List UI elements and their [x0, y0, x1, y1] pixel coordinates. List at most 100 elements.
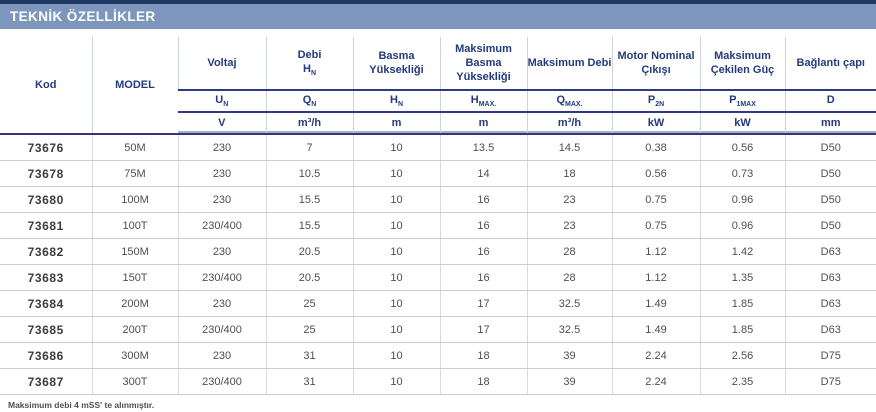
unit-cell: kW — [611, 112, 700, 134]
specs-table: Kod MODEL Voltaj Debi HN Basma Yüksekliğ… — [0, 37, 876, 395]
table-cell: D63 — [784, 290, 876, 317]
col-header-voltaj: Voltaj — [177, 37, 266, 90]
table-cell: 150T — [91, 264, 178, 291]
kod-cell: 73676 — [0, 133, 92, 161]
section-header-bar: TEKNİK ÖZELLİKLER — [0, 0, 876, 29]
symbol-sub: 1MAX — [736, 101, 756, 109]
table-cell: 50M — [91, 133, 178, 161]
table-cell: 10 — [352, 160, 440, 187]
table-cell: 0.38 — [611, 133, 700, 161]
symbol-sub: N — [310, 70, 316, 78]
symbol-sub: MAX. — [478, 101, 497, 109]
table-cell: 28 — [526, 264, 612, 291]
kod-cell: 73687 — [0, 368, 92, 395]
table-cell: 2.24 — [611, 368, 700, 395]
symbol-d: D — [784, 89, 876, 113]
table-cell: 230 — [177, 160, 266, 187]
table-cell: 0.75 — [611, 186, 700, 213]
table-cell: 10 — [352, 186, 440, 213]
table-cell: 0.75 — [611, 212, 700, 239]
kod-cell: 73681 — [0, 212, 92, 239]
table-cell: 32.5 — [526, 290, 612, 317]
table-cell: 32.5 — [526, 316, 612, 343]
table-cell: 14.5 — [526, 133, 612, 161]
table-cell: 23 — [526, 212, 612, 239]
symbol-sub: MAX. — [565, 101, 583, 109]
table-cell: 20.5 — [265, 264, 353, 291]
table-cell: 10 — [352, 264, 440, 291]
table-cell: 230 — [177, 290, 266, 317]
table-cell: 10 — [352, 238, 440, 265]
table-cell: D50 — [784, 186, 876, 213]
table-row: 73683 150T 230/400 20.5 10 16 28 1.12 1.35 D63 — [0, 264, 876, 291]
table-cell: 18 — [439, 342, 527, 369]
table-cell: 1.49 — [611, 290, 700, 317]
col-header-debi-symbol: HN — [267, 62, 353, 78]
col-header-kod: Kod — [35, 78, 57, 91]
col-header-debi: Debi HN — [265, 37, 353, 90]
table-cell: D63 — [784, 238, 876, 265]
unit-cell: mm — [784, 112, 876, 134]
table-body: 73676 50M 230 7 10 13.5 14.5 0.38 0.56 D50 73678 75… — [0, 133, 876, 395]
table-cell: 10 — [352, 368, 440, 395]
table-cell: 100M — [91, 186, 178, 213]
col-header-maksimum-cekilen-guc: Maksimum Çekilen Güç — [699, 37, 785, 90]
col-header-maksimum-debi: Maksimum Debi — [526, 37, 612, 90]
table-cell: 13.5 — [439, 133, 527, 161]
symbol-p1max: P1MAX — [699, 89, 785, 113]
table-cell: 2.35 — [699, 368, 785, 395]
symbol-sub: N — [311, 101, 317, 109]
table-cell: 230/400 — [177, 264, 266, 291]
table-cell: 25 — [265, 316, 353, 343]
table-cell: 2.56 — [699, 342, 785, 369]
table-row: 73680 100M 230 15.5 10 16 23 0.75 0.96 D50 — [0, 186, 876, 213]
table-cell: 18 — [439, 368, 527, 395]
unit-cell: m — [352, 112, 440, 134]
kod-cell: 73678 — [0, 160, 92, 187]
col-header-motor-nominal-cikisi: Motor Nominal Çıkışı — [611, 37, 700, 90]
col-header-model: MODEL — [91, 37, 178, 134]
table-cell: 16 — [439, 238, 527, 265]
kod-cell: 73682 — [0, 238, 92, 265]
table-cell: 14 — [439, 160, 527, 187]
table-cell: 230/400 — [177, 316, 266, 343]
unit-cell: m³/h — [265, 112, 353, 134]
table-cell: 10 — [352, 133, 440, 161]
kod-cell: 73686 — [0, 342, 92, 369]
table-cell: 230/400 — [177, 212, 266, 239]
table-cell: 15.5 — [265, 186, 353, 213]
symbol-p2n: P2N — [611, 89, 700, 113]
table-cell: 0.56 — [699, 133, 785, 161]
table-cell: D50 — [784, 133, 876, 161]
table-cell: 200T — [91, 316, 178, 343]
table-cell: 39 — [526, 342, 612, 369]
table-cell: 18 — [526, 160, 612, 187]
header-row-names: Kod MODEL Voltaj Debi HN Basma Yüksekliğ… — [0, 37, 876, 134]
table-cell: 230/400 — [177, 368, 266, 395]
table-cell: 28 — [526, 238, 612, 265]
col-header-basma-yuksekligi: Basma Yüksekliği — [352, 37, 440, 90]
table-cell: 0.96 — [699, 212, 785, 239]
table-cell: 7 — [265, 133, 353, 161]
table-row: 73684 200M 230 25 10 17 32.5 1.49 1.85 D63 — [0, 290, 876, 317]
table-cell: 2.24 — [611, 342, 700, 369]
kod-cell: 73683 — [0, 264, 92, 291]
table-cell: 10 — [352, 316, 440, 343]
table-cell: 23 — [526, 186, 612, 213]
table-cell: D50 — [784, 160, 876, 187]
table-cell: 230 — [177, 133, 266, 161]
table-cell: 1.12 — [611, 264, 700, 291]
table-cell: 10 — [352, 342, 440, 369]
table-cell: 17 — [439, 316, 527, 343]
header-row-units: V m³/h m m m³/h kW kW mm — [0, 112, 876, 134]
table-cell: 16 — [439, 264, 527, 291]
table-cell: 31 — [265, 368, 353, 395]
section-title: TEKNİK ÖZELLİKLER — [10, 9, 156, 24]
table-cell: 150M — [91, 238, 178, 265]
table-cell: D63 — [784, 316, 876, 343]
table-row: 73678 75M 230 10.5 10 14 18 0.56 0.73 D50 — [0, 160, 876, 187]
symbol-base: D — [826, 93, 835, 106]
symbol-qmax: QMAX. — [526, 89, 612, 113]
table-cell: 1.35 — [699, 264, 785, 291]
kod-cell: 73685 — [0, 316, 92, 343]
